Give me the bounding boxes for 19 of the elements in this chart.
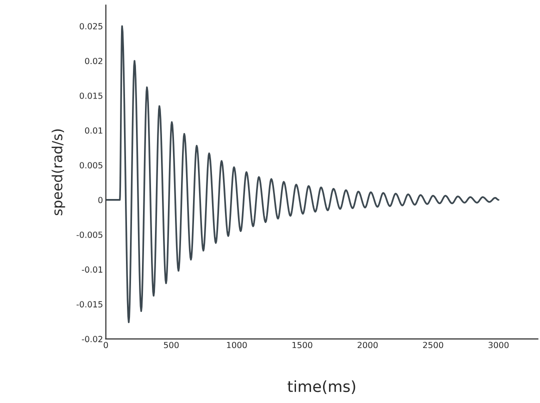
y-tick-label: 0.005 [80,162,102,168]
x-tick-label: 2500 [423,342,444,348]
y-tick-label: 0.025 [80,23,102,30]
x-tick-label: 1500 [292,342,312,348]
x-tick-label: 1000 [227,342,247,348]
y-tick-label: 0 [98,196,103,204]
x-tick-label: 500 [164,342,179,348]
x-tick-label: 0 [104,342,108,348]
y-axis-title: speed(rad/s) [52,129,66,216]
y-tick-label: 0.015 [80,92,102,99]
y-tick-label: -0.01 [82,266,102,273]
x-tick-label: 3000 [488,342,509,348]
x-axis-title: time(ms) [288,380,356,394]
x-tick-label: 2000 [358,342,378,348]
y-tick-label: -0.02 [82,336,102,342]
y-tick-label: 0.02 [85,58,102,64]
y-tick-label: -0.015 [76,301,102,308]
y-tick-label: -0.005 [76,232,102,238]
y-tick-label: 0.01 [85,127,102,134]
